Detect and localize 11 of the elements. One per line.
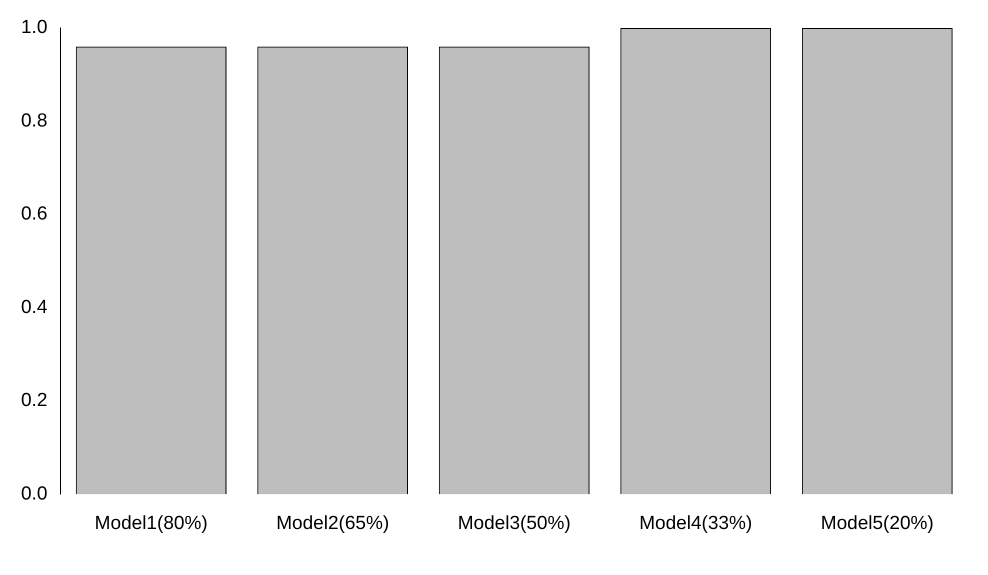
x-tick-label: Model5(20%) <box>820 512 934 534</box>
y-tick-label: 0.0 <box>20 483 48 504</box>
x-tick-label: Model2(65%) <box>276 512 390 534</box>
y-tick-label: 1.0 <box>20 17 48 38</box>
x-tick-label: Model4(33%) <box>639 512 752 534</box>
y-tick-label: 0.8 <box>20 110 48 132</box>
y-tick-label: 0.6 <box>20 204 48 225</box>
y-tick-label: 0.4 <box>20 296 48 318</box>
x-tick-label: Model3(50%) <box>458 512 571 534</box>
y-tick-label: 0.2 <box>20 390 48 412</box>
x-tick-label: Model1(80%) <box>94 512 208 534</box>
